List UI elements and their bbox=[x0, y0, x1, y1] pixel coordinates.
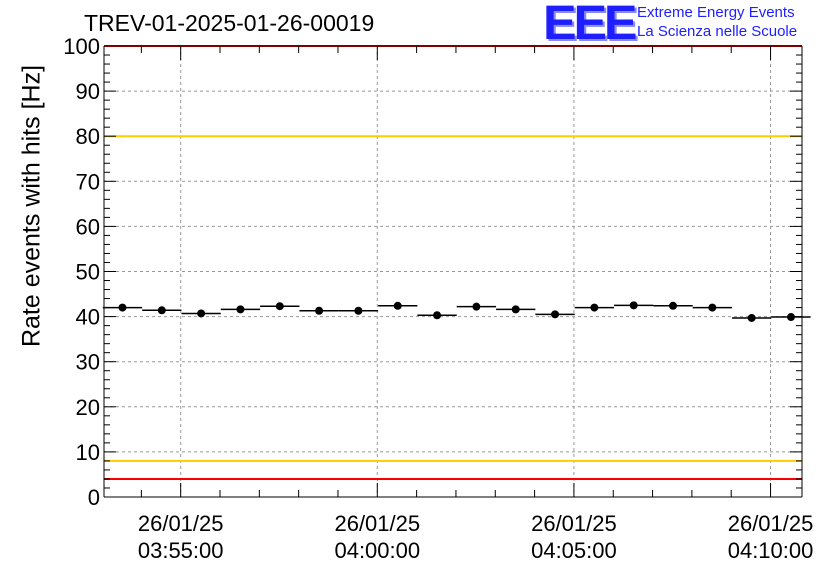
y-tick-label: 90 bbox=[76, 79, 100, 104]
data-marker bbox=[433, 311, 442, 320]
data-marker bbox=[511, 305, 520, 314]
y-tick-label: 80 bbox=[76, 124, 100, 149]
data-point bbox=[456, 302, 497, 311]
logo-line-2: La Scienza nelle Scuole bbox=[637, 23, 798, 40]
data-point bbox=[771, 313, 811, 322]
data-marker bbox=[747, 313, 756, 322]
data-point bbox=[535, 310, 575, 319]
data-point bbox=[653, 301, 693, 310]
eee-logo: EEE bbox=[543, 0, 638, 50]
y-tick-label: 70 bbox=[76, 169, 100, 194]
data-point bbox=[692, 303, 733, 312]
x-tick-label-date: 26/01/25 bbox=[531, 511, 617, 536]
y-tick-label: 40 bbox=[76, 305, 100, 330]
logo-caption: Extreme Energy Events La Scienza nelle S… bbox=[637, 3, 797, 41]
y-tick-label: 60 bbox=[76, 214, 100, 239]
data-point bbox=[496, 305, 536, 314]
data-marker bbox=[315, 306, 324, 315]
data-point bbox=[574, 303, 615, 312]
chart-title: TREV-01-2025-01-26-00019 bbox=[84, 10, 375, 36]
data-marker bbox=[393, 301, 402, 310]
y-tick-label: 10 bbox=[76, 440, 100, 465]
data-point bbox=[417, 311, 457, 320]
data-marker bbox=[786, 313, 795, 322]
data-marker bbox=[236, 305, 245, 314]
data-point bbox=[614, 301, 654, 310]
data-point bbox=[378, 301, 418, 310]
data-marker bbox=[197, 309, 206, 318]
x-tick-label-date: 26/01/25 bbox=[138, 511, 224, 536]
data-point bbox=[102, 303, 143, 312]
x-tick-label-time: 03:55:00 bbox=[138, 538, 224, 563]
data-marker bbox=[629, 301, 638, 310]
data-point bbox=[260, 302, 300, 311]
data-point bbox=[142, 306, 182, 315]
data-marker bbox=[708, 303, 717, 312]
data-point bbox=[220, 305, 261, 314]
data-marker bbox=[551, 310, 560, 319]
y-tick-label: 50 bbox=[76, 260, 100, 285]
data-marker bbox=[354, 306, 363, 315]
data-point bbox=[732, 313, 772, 322]
data-marker bbox=[472, 302, 481, 311]
x-tick-label-time: 04:10:00 bbox=[728, 538, 814, 563]
data-marker bbox=[275, 302, 284, 311]
x-tick-label-time: 04:05:00 bbox=[531, 538, 617, 563]
y-tick-label: 100 bbox=[63, 34, 100, 59]
y-tick-label: 30 bbox=[76, 350, 100, 375]
data-marker bbox=[157, 306, 166, 315]
x-tick-label-date: 26/01/25 bbox=[728, 511, 814, 536]
data-point bbox=[181, 309, 221, 318]
data-point bbox=[299, 306, 339, 315]
x-tick-label-date: 26/01/25 bbox=[334, 511, 420, 536]
x-tick-label-time: 04:00:00 bbox=[334, 538, 420, 563]
y-tick-label: 0 bbox=[88, 485, 100, 510]
y-tick-label: 20 bbox=[76, 395, 100, 420]
data-point bbox=[338, 306, 379, 315]
data-marker bbox=[590, 303, 599, 312]
data-marker bbox=[118, 303, 127, 312]
y-axis-label: Rate events with hits [Hz] bbox=[17, 64, 46, 348]
data-marker bbox=[669, 301, 678, 310]
logo-line-1: Extreme Energy Events bbox=[637, 4, 795, 21]
